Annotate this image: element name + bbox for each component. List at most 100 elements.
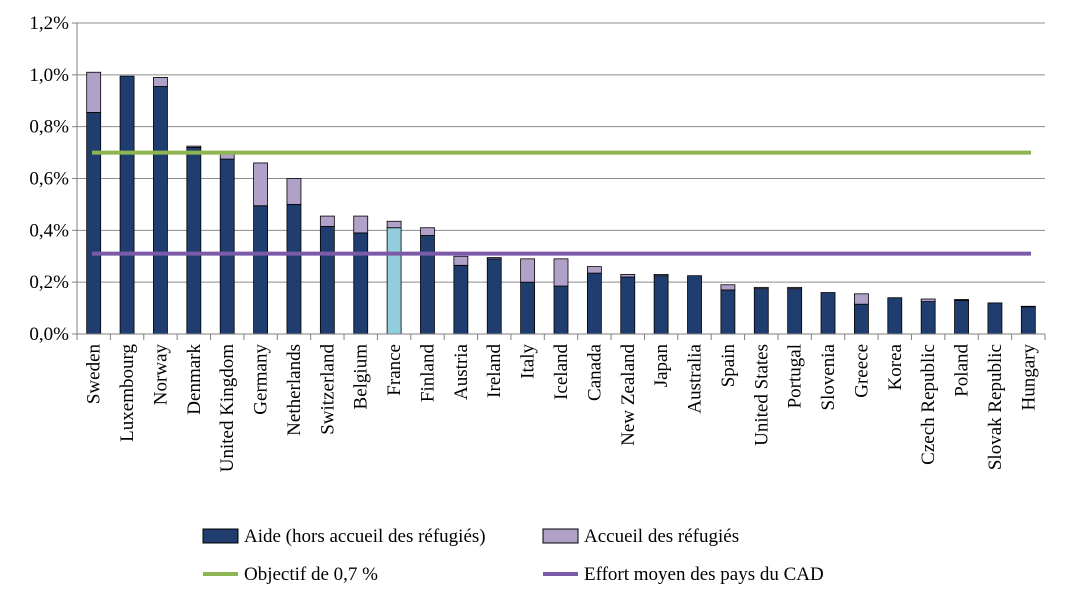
bar-accueil xyxy=(186,145,202,148)
bar-aide xyxy=(153,86,168,335)
reference-lines xyxy=(92,150,1031,256)
x-tick-label: Norway xyxy=(150,344,171,406)
x-tick-label: Czech Republic xyxy=(918,344,939,465)
legend-swatch-accueil xyxy=(542,528,579,544)
legend-swatch-aide xyxy=(202,528,239,544)
bar-aide xyxy=(1020,306,1036,335)
bar-accueil xyxy=(520,258,536,283)
y-tick-label: 1,2% xyxy=(29,13,69,34)
bar-accueil xyxy=(586,266,602,274)
x-tick-label: Portugal xyxy=(785,344,806,408)
x-tick-label: Greece xyxy=(851,344,872,398)
bar-accueil xyxy=(453,255,469,266)
bars xyxy=(86,71,1036,335)
bar-accueil xyxy=(720,284,736,291)
bar-aide xyxy=(687,275,702,335)
bar-aide xyxy=(353,232,369,335)
x-axis: Sweden Luxembourg Norway Denmark United King… xyxy=(76,333,1046,472)
x-tick-label: New Zealand xyxy=(618,344,639,446)
bar-accueil xyxy=(153,77,168,87)
x-tick-label: Sweden xyxy=(84,344,105,405)
x-tick-label: Spain xyxy=(718,344,739,388)
bar-aide xyxy=(987,302,1003,335)
x-tick-label: Slovak Republic xyxy=(985,344,1006,470)
bar-accueil xyxy=(653,273,669,277)
x-tick-label: Japan xyxy=(651,344,672,388)
bar-accueil xyxy=(420,227,435,236)
bar-accueil xyxy=(954,299,969,301)
bar-aide xyxy=(386,227,402,335)
y-tick-label: 0,4% xyxy=(29,220,69,241)
bar-aide xyxy=(319,226,335,335)
x-tick-label: Belgium xyxy=(351,344,372,410)
bar-aide xyxy=(286,204,302,335)
bar-aide xyxy=(86,112,102,335)
x-tick-label: Austria xyxy=(451,343,472,400)
x-tick-label: Hungary xyxy=(1018,344,1039,411)
x-tick-label: Iceland xyxy=(551,344,572,400)
bar-aide xyxy=(186,146,202,335)
bar-aide xyxy=(954,299,969,335)
x-tick-label: Switzerland xyxy=(317,344,338,435)
bar-aide xyxy=(720,289,736,335)
bar-aide xyxy=(920,301,936,335)
bar-accueil xyxy=(486,257,502,260)
bar-aide xyxy=(486,258,502,335)
y-tick-label: 0,2% xyxy=(29,272,69,293)
x-tick-label: Netherlands xyxy=(284,344,305,436)
bar-aide xyxy=(820,292,836,335)
bar-accueil xyxy=(86,71,102,113)
y-tick-label: 0,6% xyxy=(29,169,69,190)
x-tick-label: United Kingdom xyxy=(217,344,238,472)
x-tick-label: Finland xyxy=(417,344,438,403)
gridlines xyxy=(77,22,1045,283)
bar-accueil xyxy=(920,298,936,303)
legend-label-accueil: Accueil des réfugiés xyxy=(584,526,739,547)
bar-accueil xyxy=(854,293,869,305)
x-tick-label: Slovenia xyxy=(818,343,839,410)
bar-aide xyxy=(620,276,636,335)
bar-aide xyxy=(520,281,536,335)
bar-aide xyxy=(553,285,569,335)
legend-label-aide: Aide (hors accueil des réfugiés) xyxy=(244,526,486,547)
bar-aide xyxy=(119,75,135,335)
x-tick-label: Italy xyxy=(518,344,539,379)
bar-aide xyxy=(586,272,602,335)
bar-aide xyxy=(787,288,803,335)
x-tick-label: Ireland xyxy=(484,344,505,398)
bar-accueil xyxy=(620,273,636,278)
x-tick-label: Germany xyxy=(251,344,272,415)
bar-accueil xyxy=(787,286,803,290)
bar-accueil xyxy=(753,286,769,290)
x-tick-label: Poland xyxy=(952,344,973,397)
y-tick-label: 0,8% xyxy=(29,117,69,138)
x-tick-label: Canada xyxy=(584,343,605,401)
bar-aide xyxy=(219,158,235,335)
x-tick-label: France xyxy=(384,344,405,396)
bar-aide xyxy=(887,297,903,335)
x-tick-label: Denmark xyxy=(184,344,205,415)
x-tick-label: Luxembourg xyxy=(117,344,138,442)
legend-label-objectif: Objectif de 0,7 % xyxy=(244,564,378,585)
bar-accueil xyxy=(1020,305,1036,308)
bar-accueil xyxy=(319,215,335,227)
legend: Aide (hors accueil des réfugiés) Accueil… xyxy=(202,526,824,585)
bar-aide xyxy=(753,288,769,335)
y-tick-label: 1,0% xyxy=(29,65,69,86)
y-axis: 0,0% 0,2% 0,4% 0,6% 0,8% 1,0% 1,2% xyxy=(29,13,78,345)
bar-accueil xyxy=(553,258,569,287)
x-tick-label: Australia xyxy=(685,343,706,413)
y-tick-label: 0,0% xyxy=(29,324,69,345)
bar-aide xyxy=(653,275,669,335)
bar-aide xyxy=(420,235,435,335)
legend-label-effort: Effort moyen des pays du CAD xyxy=(584,564,824,585)
x-tick-label: United States xyxy=(751,344,772,446)
bar-accueil xyxy=(286,178,302,205)
bar-aide xyxy=(453,264,469,335)
x-tick-label: Korea xyxy=(885,343,906,390)
bar-accueil xyxy=(386,220,402,229)
bar-aide xyxy=(253,205,268,335)
bar-accueil xyxy=(253,162,268,207)
bar-accueil xyxy=(353,215,369,234)
